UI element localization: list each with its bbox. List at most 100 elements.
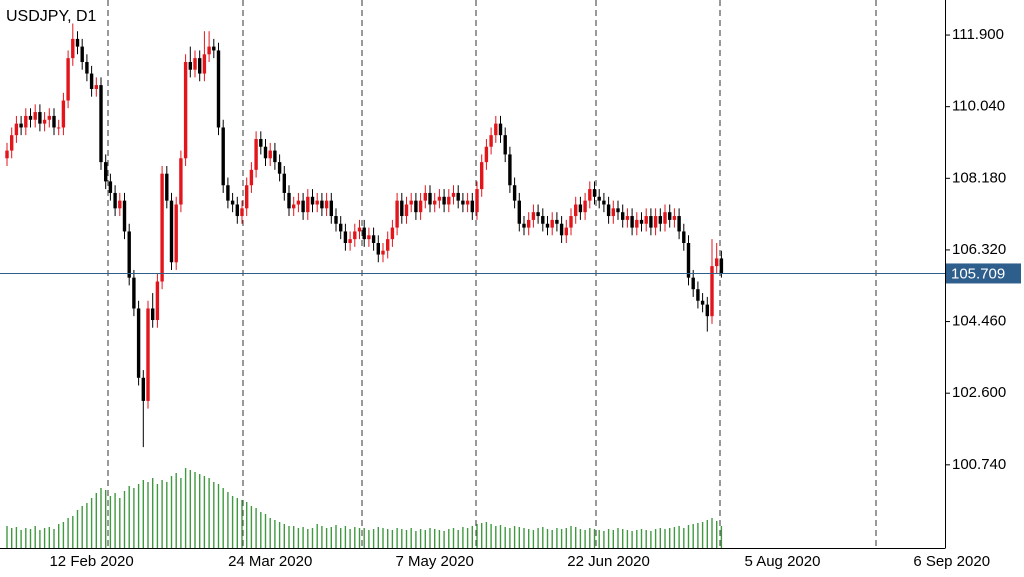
candle-body	[193, 58, 197, 70]
candle-body	[409, 200, 413, 205]
candle-body	[437, 196, 442, 201]
candle-body	[371, 235, 376, 243]
candle-body	[663, 212, 667, 224]
candle-body	[649, 216, 653, 228]
candle-body	[531, 212, 536, 220]
candle-body	[33, 112, 37, 120]
candle-body	[306, 196, 310, 213]
candle-body	[174, 204, 178, 263]
candle-body	[390, 227, 395, 240]
candle-body	[376, 242, 380, 255]
candle-body	[696, 289, 700, 301]
candle-body	[668, 212, 672, 220]
candle-body	[38, 112, 42, 124]
candle-body	[273, 150, 277, 163]
candle-body	[151, 308, 155, 321]
candle-body	[221, 127, 225, 186]
candle-body	[611, 208, 615, 217]
candle-body	[498, 123, 503, 136]
candle-body	[621, 212, 625, 220]
candle-body	[606, 204, 611, 217]
candle-body	[470, 200, 474, 213]
candle-body	[42, 119, 47, 124]
candle-body	[433, 200, 437, 205]
candle-body	[527, 219, 531, 228]
candle-body	[240, 208, 244, 217]
candle-body	[489, 135, 493, 147]
candle-body	[625, 216, 630, 220]
candle-body	[296, 200, 301, 205]
period-separators	[107, 0, 877, 548]
candle-body	[52, 115, 56, 128]
candle-body	[418, 200, 423, 213]
candle-body	[348, 239, 352, 243]
candle-body	[19, 123, 23, 128]
candle-body	[104, 162, 108, 182]
candle-body	[155, 281, 160, 321]
candle-body	[183, 62, 188, 159]
candle-body	[113, 192, 117, 209]
candle-body	[682, 231, 686, 243]
candle-body	[404, 204, 409, 217]
candle-body	[85, 62, 89, 74]
candle-body	[447, 196, 451, 205]
candle-body	[691, 277, 695, 290]
candle-body	[719, 258, 724, 274]
candle-body	[456, 192, 460, 201]
y-tick-label: 110.040	[952, 98, 1005, 115]
candle-body	[287, 192, 291, 209]
candle-body	[216, 50, 221, 128]
candle-body	[136, 308, 141, 378]
candle-body	[578, 204, 583, 213]
candle-body	[343, 231, 348, 243]
candle-body	[179, 158, 183, 205]
candle-body	[395, 200, 399, 228]
candle-body	[639, 219, 644, 224]
candle-body	[428, 192, 432, 205]
candle-body	[381, 250, 385, 255]
candle-body	[188, 62, 192, 70]
y-tick-label: 111.900	[952, 26, 1004, 43]
candle-body	[574, 204, 578, 217]
candle-body	[541, 216, 545, 224]
candle-body	[705, 304, 709, 317]
candle-body	[282, 173, 286, 193]
candle-body	[245, 185, 249, 209]
candle-body	[564, 227, 568, 236]
candle-body	[480, 162, 484, 190]
y-tick-label: 104.460	[952, 313, 1006, 330]
candle-body	[545, 223, 550, 228]
candle-body	[569, 216, 573, 228]
candle-body	[118, 200, 122, 209]
candle-body	[122, 200, 127, 232]
candle-body	[357, 227, 362, 232]
candle-body	[700, 300, 705, 305]
candle-body	[160, 173, 164, 282]
y-tick-label: 108.180	[952, 169, 1006, 186]
candle-body	[146, 308, 150, 401]
candle-body	[522, 223, 526, 228]
candle-body	[442, 196, 446, 205]
candle-body	[324, 200, 329, 209]
candle-body	[310, 196, 315, 205]
candle-body	[386, 239, 390, 251]
candle-body	[630, 216, 634, 228]
candle-body	[677, 216, 681, 232]
candle-body	[400, 200, 404, 217]
candle-body	[597, 196, 601, 201]
candle-body	[512, 185, 517, 201]
candle-body	[80, 46, 84, 63]
x-tick-label: 7 May 2020	[396, 553, 474, 570]
candle-body	[10, 135, 14, 151]
candle-body	[89, 73, 94, 89]
candle-body	[57, 127, 61, 129]
candle-body	[263, 146, 268, 159]
candle-body	[61, 100, 66, 128]
x-tick-label: 24 Mar 2020	[228, 553, 312, 570]
candle-body	[202, 54, 207, 74]
x-tick-label: 22 Jun 2020	[567, 553, 650, 570]
candle-body	[494, 123, 498, 136]
candle-body	[592, 189, 597, 197]
